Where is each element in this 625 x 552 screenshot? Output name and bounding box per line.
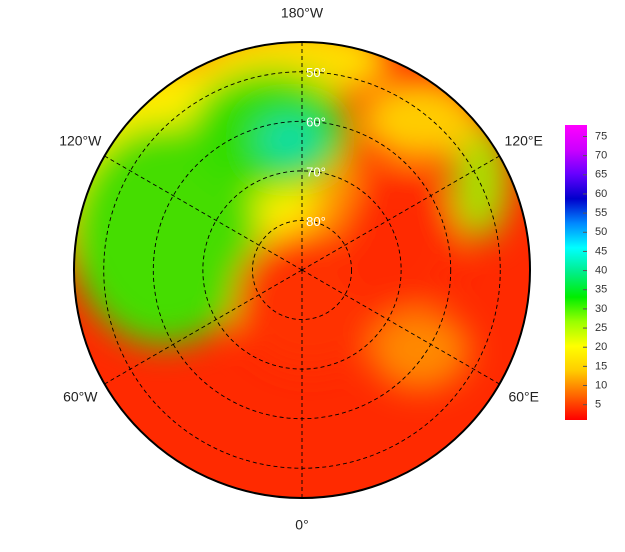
colorbar-tick-label: 40 — [595, 264, 607, 276]
colorbar-tick-label: 45 — [595, 245, 607, 257]
longitude-line — [301, 269, 500, 385]
graticule — [103, 42, 501, 498]
longitude-label: 120°W — [59, 133, 102, 149]
colorbar-tick-label: 10 — [595, 379, 607, 391]
longitude-line — [104, 155, 303, 271]
latitude-label: 50° — [306, 65, 326, 80]
colorbar-tick-label: 55 — [595, 207, 607, 219]
colorbar — [565, 125, 587, 420]
latitude-label: 70° — [306, 164, 326, 179]
latitude-label: 60° — [306, 115, 326, 130]
longitude-label: 120°E — [505, 133, 543, 149]
colorbar-tick-label: 15 — [595, 360, 607, 372]
colorbar-tick-label: 30 — [595, 303, 607, 315]
longitude-label: 60°E — [508, 389, 539, 405]
latitude-label: 80° — [306, 214, 326, 229]
colorbar-tick-label: 70 — [595, 150, 607, 162]
colorbar-tick-label: 50 — [595, 226, 607, 238]
colorbar-tick-label: 75 — [595, 130, 607, 142]
colorbar-tick-label: 35 — [595, 284, 607, 296]
longitude-label: 60°W — [63, 389, 98, 405]
longitude-line — [104, 269, 303, 385]
colorbar-tick-label: 25 — [595, 322, 607, 334]
colorbar-tick-label: 20 — [595, 341, 607, 353]
colorbar-tick-label: 65 — [595, 169, 607, 181]
longitude-label: 0° — [295, 517, 308, 533]
colorbar-tick-label: 5 — [595, 399, 601, 411]
colorbar-tick-label: 60 — [595, 188, 607, 200]
longitude-label: 180°W — [281, 5, 324, 21]
longitude-line — [301, 155, 500, 271]
map-border — [73, 41, 531, 499]
heat-field — [74, 42, 530, 498]
